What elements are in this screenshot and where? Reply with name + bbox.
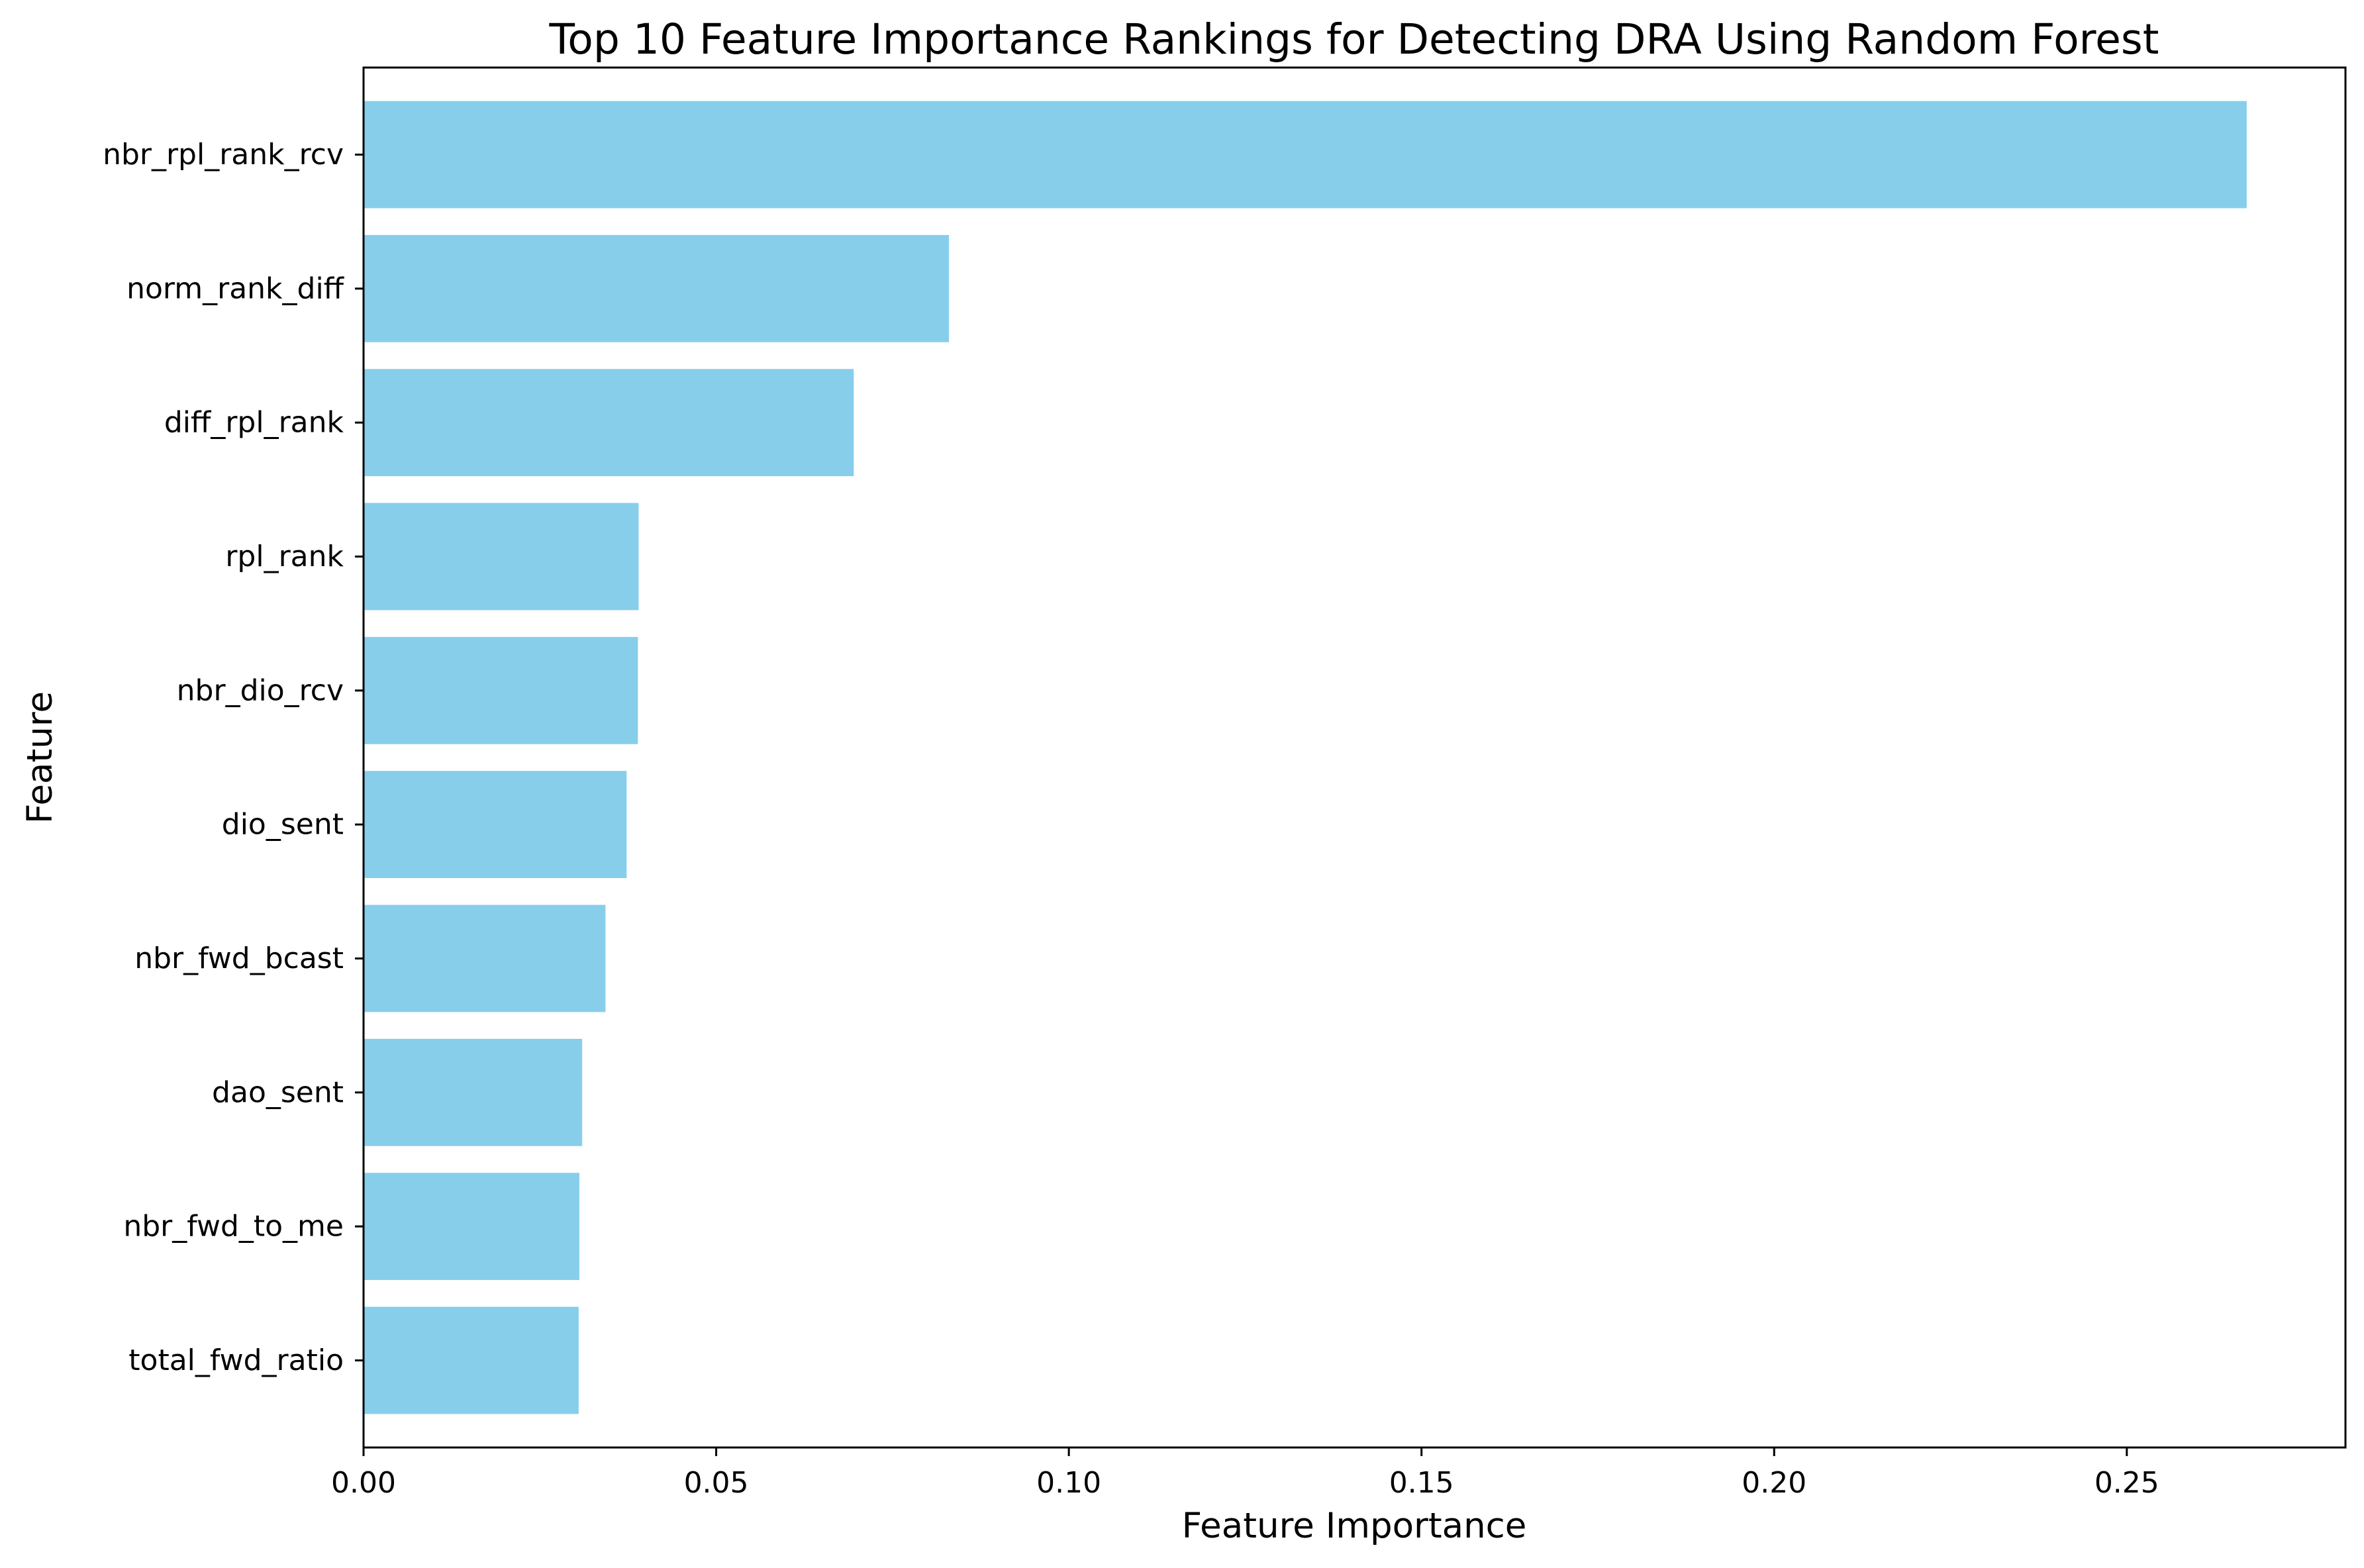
y-tick-label: nbr_fwd_bcast <box>134 942 344 975</box>
bar-dao-sent <box>364 1038 583 1146</box>
bars-group <box>364 101 2247 1414</box>
bar-nbr-dio-rcv <box>364 636 638 744</box>
x-tick-label: 0.20 <box>1742 1466 1806 1500</box>
y-tick-label: nbr_fwd_to_me <box>123 1210 344 1244</box>
chart-title: Top 10 Feature Importance Rankings for D… <box>549 15 2159 64</box>
x-tick-label: 0.05 <box>684 1466 749 1500</box>
y-tick-label: dao_sent <box>212 1075 344 1109</box>
x-axis-label: Feature Importance <box>1182 1506 1527 1546</box>
bar-nbr-fwd-bcast <box>364 905 606 1012</box>
x-axis-ticks: 0.00 0.05 0.10 0.15 0.20 0.25 <box>331 1447 2159 1500</box>
y-tick-label: nbr_dio_rcv <box>177 673 344 707</box>
x-tick-label: 0.15 <box>1389 1466 1454 1500</box>
x-tick-label: 0.00 <box>331 1466 396 1500</box>
bar-rpl-rank <box>364 503 639 611</box>
y-tick-label: rpl_rank <box>225 540 344 573</box>
y-axis-label: Feature <box>20 691 60 824</box>
bar-total-fwd-ratio <box>364 1306 579 1414</box>
bar-norm-rank-diff <box>364 234 950 342</box>
bar-dio-sent <box>364 771 627 879</box>
bar-nbr-rpl-rank-rcv <box>364 101 2247 209</box>
bar-diff-rpl-rank <box>364 369 854 477</box>
x-tick-label: 0.10 <box>1036 1466 1101 1500</box>
y-tick-label: nbr_rpl_rank_rcv <box>103 138 344 172</box>
y-tick-label: diff_rpl_rank <box>164 406 344 440</box>
y-tick-label: norm_rank_diff <box>126 271 345 305</box>
plot-frame <box>362 66 2347 1449</box>
y-tick-label: total_fwd_ratio <box>128 1344 344 1377</box>
y-tick-label: dio_sent <box>222 808 344 842</box>
bar-nbr-fwd-to-me <box>364 1173 579 1281</box>
y-axis-ticks: nbr_rpl_rank_rcv norm_rank_diff diff_rpl_r… <box>103 138 364 1377</box>
x-tick-label: 0.25 <box>2094 1466 2159 1500</box>
